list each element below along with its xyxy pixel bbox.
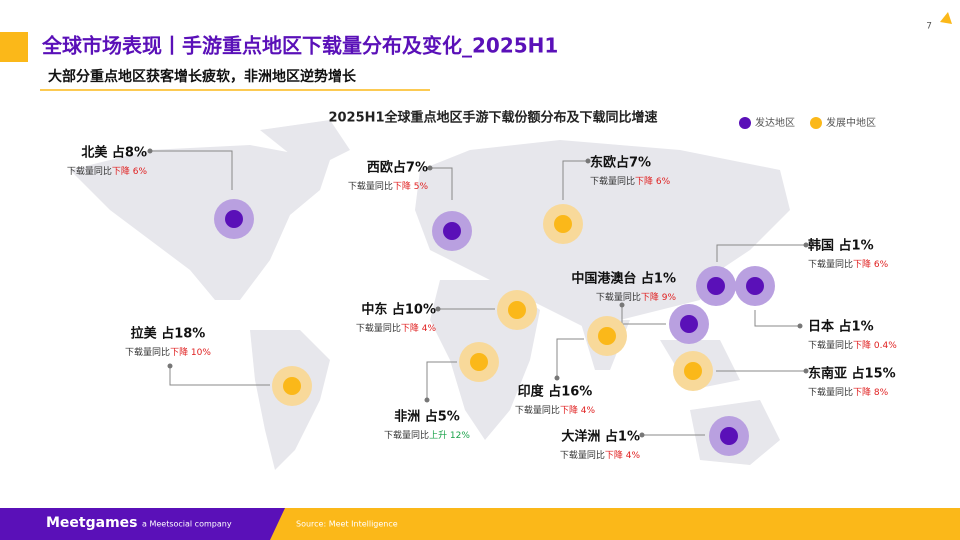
region-label: 中国港澳台 占1% — [571, 271, 676, 287]
change-prefix: 下载量同比 — [808, 258, 853, 270]
change-value: 下降 5% — [393, 180, 429, 192]
change-value: 下降 9% — [641, 291, 677, 303]
change-prefix: 下载量同比 — [596, 291, 641, 303]
region-change: 下载量同比下降 6% — [67, 165, 148, 177]
leader-line — [562, 160, 588, 200]
legend-label: 发达地区 — [755, 116, 795, 129]
region-dot — [508, 301, 526, 319]
change-value: 下降 4% — [401, 322, 437, 334]
leader-dot — [585, 158, 591, 164]
region-change: 下载量同比下降 6% — [590, 175, 671, 187]
leader-dot — [427, 165, 433, 171]
change-value: 下降 6% — [112, 165, 148, 177]
subtitle: 大部分重点地区获客增长疲软，非洲地区逆势增长 — [48, 68, 357, 85]
leader-dot — [803, 368, 809, 374]
leader-dot — [424, 397, 430, 403]
region-dot — [746, 277, 764, 295]
change-value: 下降 6% — [853, 258, 889, 270]
change-value: 下降 0.4% — [853, 339, 897, 351]
region-dot — [443, 222, 461, 240]
region-label: 日本 占1% — [808, 319, 874, 335]
region-change: 下载量同比下降 9% — [596, 291, 677, 303]
region-dot — [283, 377, 301, 395]
change-value: 下降 6% — [635, 175, 671, 187]
title-accent — [0, 32, 28, 62]
footer-logo: Meetgames — [46, 515, 138, 531]
region-label: 非洲 占5% — [394, 409, 460, 425]
footer-accent — [270, 508, 960, 540]
change-prefix: 下载量同比 — [515, 404, 560, 416]
world-map — [70, 120, 790, 470]
region-change: 下载量同比下降 10% — [125, 346, 211, 358]
region-change: 下载量同比下降 6% — [808, 258, 889, 270]
region-change: 下载量同比下降 4% — [560, 449, 641, 461]
leader-dot — [435, 306, 441, 312]
region-change: 下载量同比下降 8% — [808, 386, 889, 398]
change-prefix: 下载量同比 — [808, 339, 853, 351]
leader-line — [426, 361, 457, 400]
change-prefix: 下载量同比 — [560, 449, 605, 461]
footer-source: Source: Meet Intelligence — [296, 520, 398, 529]
legend-label: 发展中地区 — [826, 116, 876, 129]
region-label: 东欧占7% — [590, 155, 651, 171]
region-dot — [598, 327, 616, 345]
leader-line — [716, 244, 806, 262]
region-label: 西欧占7% — [367, 160, 428, 176]
leader-dot — [639, 432, 645, 438]
leader-dot — [554, 375, 560, 381]
leader-line — [556, 338, 584, 378]
region-change: 下载量同比下降 4% — [356, 322, 437, 334]
region-label: 东南亚 占15% — [808, 366, 896, 382]
region-dot — [684, 362, 702, 380]
page-icon — [940, 12, 952, 24]
change-prefix: 下载量同比 — [808, 386, 853, 398]
region-dot — [225, 210, 243, 228]
region-label: 北美 占8% — [81, 145, 147, 161]
leader-line — [169, 366, 270, 386]
change-prefix: 下载量同比 — [590, 175, 635, 187]
change-value: 上升 12% — [429, 430, 470, 441]
leader-line — [150, 150, 233, 190]
region-change: 下载量同比下降 4% — [515, 404, 596, 416]
page-title: 全球市场表现丨手游重点地区下载量分布及变化_2025H1 — [41, 34, 558, 58]
legend-swatch — [739, 117, 751, 129]
region-dot — [554, 215, 572, 233]
region-label: 拉美 占18% — [131, 326, 206, 342]
change-value: 下降 10% — [170, 346, 211, 358]
legend-swatch — [810, 117, 822, 129]
leader-dot — [147, 148, 153, 154]
map-title: 2025H1全球重点地区手游下载份额分布及下载同比增速 — [328, 110, 657, 126]
region-change: 下载量同比下降 0.4% — [808, 339, 897, 351]
leader-line — [754, 310, 800, 327]
region-change: 下载量同比下降 5% — [348, 180, 429, 192]
footer-company: a Meetsocial company — [142, 520, 232, 529]
change-prefix: 下载量同比 — [356, 322, 401, 334]
change-value: 下降 8% — [853, 386, 889, 398]
leader-dot — [803, 242, 809, 248]
page-number: 7 — [926, 22, 932, 32]
change-prefix: 下载量同比 — [348, 180, 393, 192]
region-label: 印度 占16% — [518, 384, 593, 400]
leader-dot — [797, 323, 803, 329]
region-dot — [720, 427, 738, 445]
leader-dot — [167, 363, 173, 369]
region-dot — [707, 277, 725, 295]
region-label: 大洋洲 占1% — [561, 429, 640, 445]
region-label: 韩国 占1% — [808, 238, 874, 254]
change-value: 下降 4% — [605, 449, 641, 461]
change-prefix: 下载量同比 — [384, 429, 429, 441]
region-dot — [680, 315, 698, 333]
leader-line — [430, 167, 453, 200]
region-label: 中东 占10% — [361, 302, 436, 318]
change-prefix: 下载量同比 — [125, 346, 170, 358]
region-dot — [470, 353, 488, 371]
leader-dot — [619, 302, 625, 308]
region-change: 下载量同比上升 12% — [384, 429, 470, 441]
change-value: 下降 4% — [560, 404, 596, 416]
change-prefix: 下载量同比 — [67, 165, 112, 177]
